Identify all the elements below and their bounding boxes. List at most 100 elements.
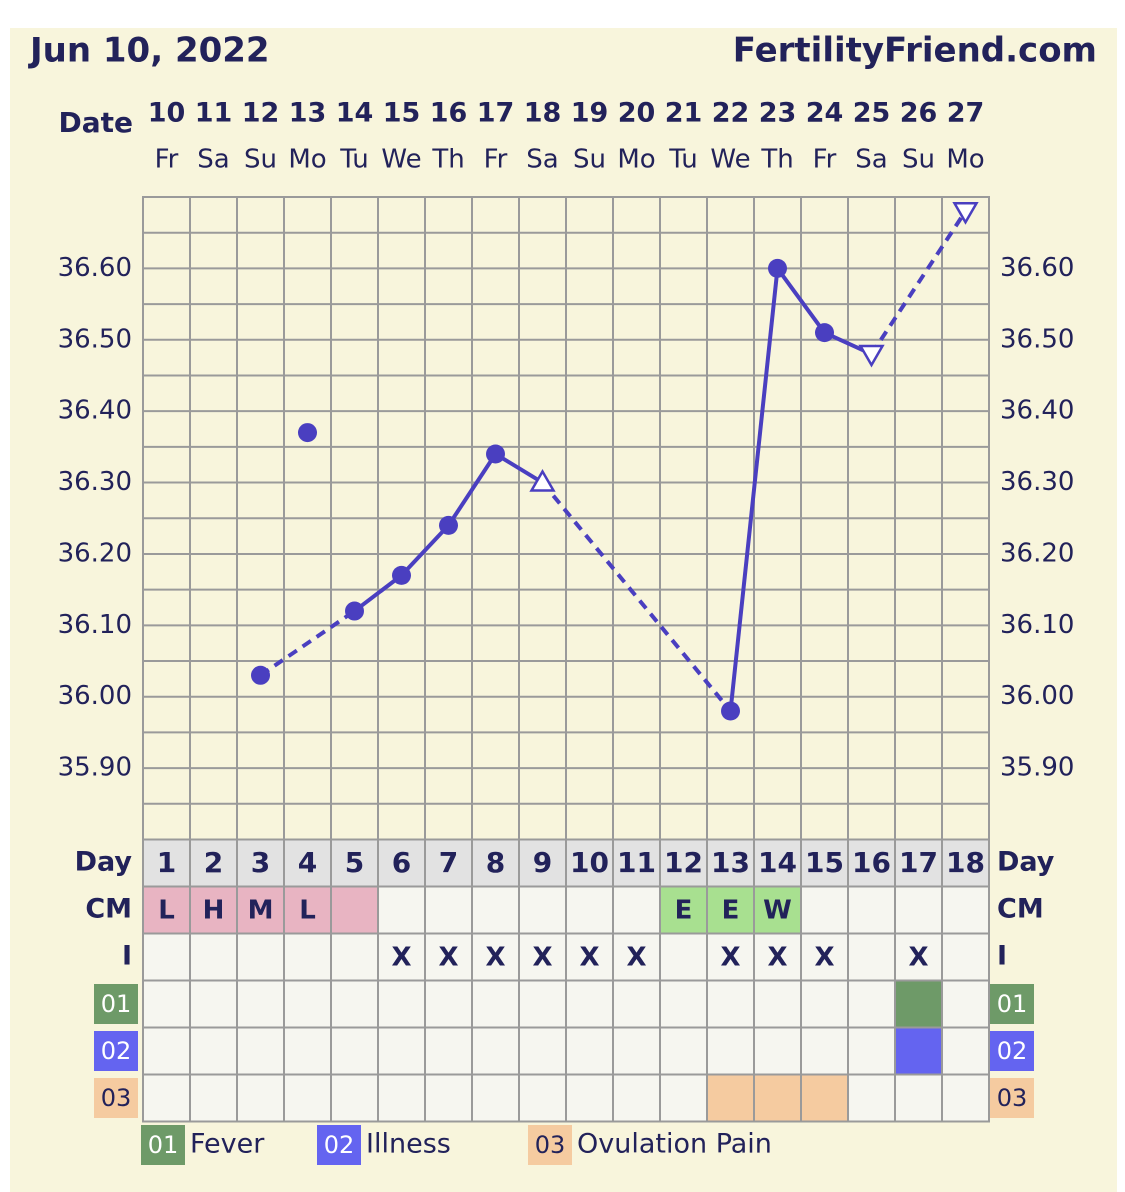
symptom-cell xyxy=(753,979,802,1029)
temp-point-open xyxy=(858,344,885,368)
date-number: 19 xyxy=(571,98,609,129)
y-tick-label: 36.50 xyxy=(58,324,132,354)
i-value: X xyxy=(438,943,458,973)
i-cell xyxy=(330,932,379,982)
symptom-cell xyxy=(518,1073,567,1123)
i-value: X xyxy=(626,943,646,973)
cm-value: E xyxy=(722,896,740,926)
i-cell xyxy=(189,932,238,982)
temp-segment xyxy=(728,268,780,712)
symptom-mark xyxy=(894,1026,943,1076)
temp-point xyxy=(392,565,411,585)
temp-segment xyxy=(775,267,827,334)
day-cell xyxy=(189,838,238,888)
i-value: X xyxy=(720,943,740,973)
legend-badge xyxy=(317,1125,361,1165)
symptom-mark xyxy=(753,1073,802,1123)
temp-segment xyxy=(869,210,968,356)
symptom-cell xyxy=(189,1073,238,1123)
day-number: 1 xyxy=(157,846,176,879)
weekday: We xyxy=(710,145,750,175)
y-tick-label: 36.60 xyxy=(58,253,132,283)
symptom-badge-right-text: 03 xyxy=(997,1084,1028,1112)
y-tick-label-right: 36.50 xyxy=(1000,324,1074,354)
weekday: Fr xyxy=(155,145,179,175)
weekday: Sa xyxy=(855,145,887,175)
symptom-cell xyxy=(659,1026,708,1076)
day-number: 2 xyxy=(204,846,223,879)
row-label-right: Day xyxy=(997,847,1055,878)
y-tick-label-right: 35.90 xyxy=(1000,753,1074,783)
day-number: 7 xyxy=(439,846,458,879)
i-cell xyxy=(142,932,191,982)
temp-point xyxy=(345,601,364,621)
y-tick-label: 36.20 xyxy=(58,538,132,568)
day-cell xyxy=(377,838,426,888)
day-cell xyxy=(800,838,849,888)
symptom-cell xyxy=(283,1073,332,1123)
cm-cell xyxy=(800,885,849,935)
symptom-badge-right-text: 02 xyxy=(997,1037,1028,1065)
legend-badge-text: 03 xyxy=(535,1131,566,1159)
i-value: X xyxy=(814,943,834,973)
symptom-cell xyxy=(377,979,426,1029)
i-value: X xyxy=(908,943,928,973)
symptom-cell xyxy=(800,1026,849,1076)
day-cell xyxy=(471,838,520,888)
symptom-cell xyxy=(612,1073,661,1123)
temp-point-open xyxy=(529,469,556,492)
symptom-cell xyxy=(471,1026,520,1076)
weekday: Th xyxy=(431,145,464,175)
symptom-cell xyxy=(612,1026,661,1076)
symptom-cell xyxy=(941,1073,990,1123)
i-cell xyxy=(941,932,990,982)
date-number: 27 xyxy=(947,98,985,129)
day-number: 8 xyxy=(486,846,505,879)
symptom-cell xyxy=(847,1073,896,1123)
symptom-cell xyxy=(471,1073,520,1123)
symptom-cell xyxy=(941,1026,990,1076)
weekday: Mo xyxy=(288,145,326,175)
temp-point xyxy=(768,258,787,278)
y-tick-label: 36.10 xyxy=(58,610,132,640)
symptom-cell xyxy=(706,979,755,1029)
weekday: Th xyxy=(760,145,793,175)
site-name: FertilityFriend.com xyxy=(733,31,1097,71)
row-label-right: I xyxy=(997,941,1007,972)
cm-value: H xyxy=(203,896,225,926)
cm-value: L xyxy=(299,896,316,926)
y-tick-label-right: 36.00 xyxy=(1000,681,1074,711)
symptom-cell xyxy=(518,1026,567,1076)
date-number: 10 xyxy=(148,98,186,129)
day-number: 17 xyxy=(899,846,938,879)
i-value: X xyxy=(485,943,505,973)
cm-cell xyxy=(941,885,990,935)
symptom-cell xyxy=(142,1026,191,1076)
weekday: Mo xyxy=(946,145,984,175)
date-number: 24 xyxy=(806,98,844,129)
symptom-cell xyxy=(471,979,520,1029)
date-number: 16 xyxy=(430,98,468,129)
legend-badge xyxy=(141,1125,185,1165)
symptom-badge-text: 02 xyxy=(101,1037,132,1065)
cm-cell xyxy=(236,885,285,935)
date-number: 17 xyxy=(477,98,515,129)
temp-segment xyxy=(259,609,356,677)
cm-value: E xyxy=(675,896,693,926)
y-tick-label-right: 36.10 xyxy=(1000,610,1074,640)
weekday: Su xyxy=(244,145,277,175)
cm-cell xyxy=(518,885,567,935)
symptom-cell xyxy=(142,1073,191,1123)
i-value: X xyxy=(767,943,787,973)
symptom-cell xyxy=(659,1073,708,1123)
symptom-badge-right xyxy=(990,984,1034,1024)
legend-label: Fever xyxy=(190,1129,265,1160)
symptom-cell xyxy=(706,1026,755,1076)
symptom-cell xyxy=(659,979,708,1029)
day-cell xyxy=(941,838,990,888)
i-value: X xyxy=(391,943,411,973)
date-number: 23 xyxy=(759,98,797,129)
row-label: I xyxy=(122,941,132,972)
symptom-cell xyxy=(330,1026,379,1076)
